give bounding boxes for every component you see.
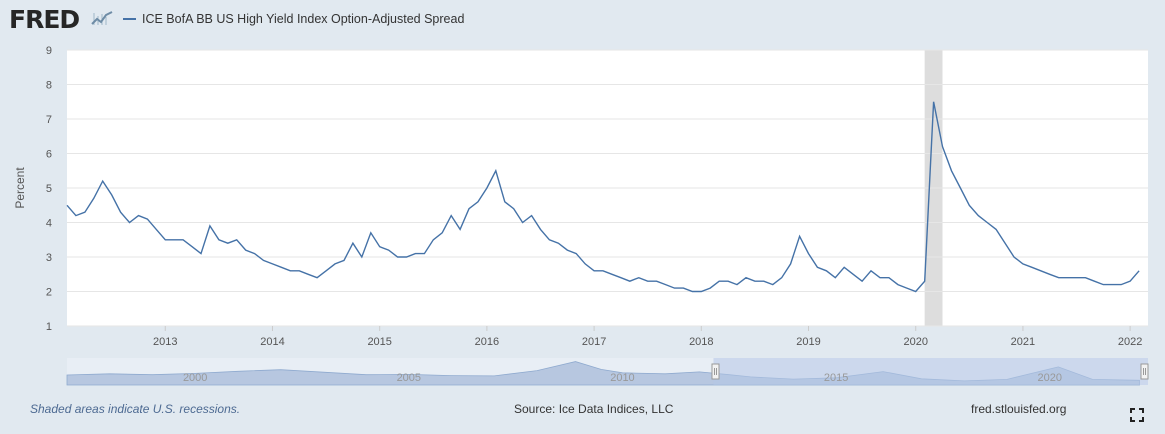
grid-lines bbox=[67, 49, 1148, 327]
y-tick-label: 7 bbox=[46, 114, 52, 126]
y-axis-label: Percent bbox=[13, 167, 27, 209]
x-tick-label: 2017 bbox=[582, 336, 606, 348]
data-source: Source: Ice Data Indices, LLC bbox=[514, 402, 674, 416]
y-tick-label: 8 bbox=[46, 80, 52, 92]
x-tick-label: 2022 bbox=[1118, 336, 1142, 348]
navigator-year-label: 2005 bbox=[397, 372, 421, 384]
navigator: 2000 2005 2010 2015 2020 bbox=[66, 358, 1149, 386]
y-tick-labels: 1 2 3 4 5 6 7 8 9 bbox=[46, 45, 52, 333]
navigator-year-label: 2020 bbox=[1037, 372, 1061, 384]
y-tick-label: 2 bbox=[46, 287, 52, 299]
x-tick-label: 2020 bbox=[903, 336, 927, 348]
y-tick-label: 5 bbox=[46, 183, 52, 195]
x-tick-label: 2016 bbox=[475, 336, 499, 348]
x-tick-label: 2013 bbox=[153, 336, 177, 348]
navigator-year-label: 2015 bbox=[824, 372, 848, 384]
legend[interactable]: ICE BofA BB US High Yield Index Option-A… bbox=[123, 12, 464, 26]
chart-header: FRED ICE BofA BB US High Yield Index Opt… bbox=[0, 0, 1165, 40]
navigator-left-handle[interactable] bbox=[711, 363, 720, 380]
navigator-year-label: 2010 bbox=[610, 372, 634, 384]
x-tick-label: 2015 bbox=[367, 336, 391, 348]
y-tick-label: 9 bbox=[46, 45, 52, 57]
y-tick-label: 3 bbox=[46, 252, 52, 264]
legend-swatch bbox=[123, 18, 136, 20]
y-tick-label: 1 bbox=[46, 321, 52, 333]
series-line-bb-spread bbox=[66, 101, 1140, 293]
fred-logo[interactable]: FRED bbox=[9, 5, 80, 34]
recession-note: Shaded areas indicate U.S. recessions. bbox=[30, 402, 241, 416]
navigator-selection bbox=[713, 358, 1148, 385]
x-tick-labels: 2013 2014 2015 2016 2017 2018 2019 2020 2021 2022 bbox=[153, 326, 1142, 348]
line-graph-icon bbox=[91, 9, 113, 29]
navigator-year-labels: 2000 2005 2010 2015 2020 bbox=[183, 372, 1062, 384]
x-tick-label: 2018 bbox=[689, 336, 713, 348]
legend-label: ICE BofA BB US High Yield Index Option-A… bbox=[142, 12, 465, 26]
x-tick-label: 2019 bbox=[796, 336, 820, 348]
y-tick-label: 6 bbox=[46, 149, 52, 161]
navigator-right-handle[interactable] bbox=[1140, 363, 1149, 380]
x-tick-label: 2021 bbox=[1011, 336, 1035, 348]
site-link[interactable]: fred.stlouisfed.org bbox=[971, 402, 1067, 416]
navigator-year-label: 2000 bbox=[183, 372, 207, 384]
y-tick-label: 4 bbox=[46, 218, 52, 230]
x-tick-label: 2014 bbox=[260, 336, 284, 348]
fullscreen-icon[interactable] bbox=[1130, 408, 1144, 422]
